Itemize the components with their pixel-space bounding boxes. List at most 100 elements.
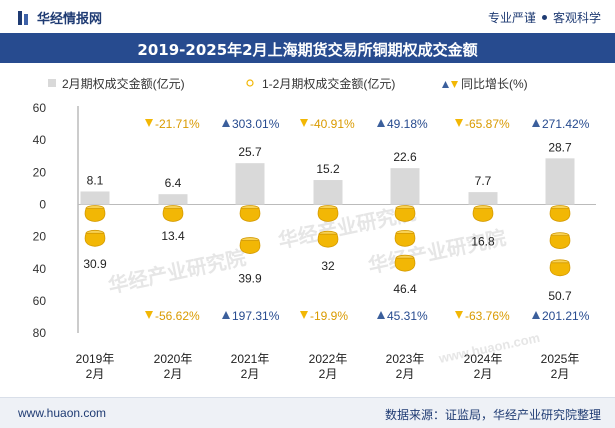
coin-icon-body: [317, 208, 339, 222]
data-label-2m: 7.7: [475, 174, 492, 188]
growth-label-2m: -40.91%: [310, 117, 355, 131]
x-tick-label-line: 2月: [396, 367, 415, 381]
growth-label-2m: -65.87%: [465, 117, 510, 131]
legend-label-1-2m: 1-2月期权成交金额(亿元): [262, 76, 395, 91]
slogan-right: 客观科学: [552, 11, 601, 25]
coin-icon-body: [394, 232, 416, 247]
coin-icon-body: [549, 235, 571, 250]
title-bar: 2019-2025年2月上海期货交易所铜期权成交金额: [0, 33, 615, 63]
growth-up-icon: [532, 119, 540, 127]
x-tick-label-line: 2019年: [76, 352, 115, 366]
x-tick-label-line: 2月: [241, 367, 260, 381]
growth-label-2m: -21.71%: [155, 117, 200, 131]
growth-up-icon: [532, 311, 540, 319]
growth-up-icon: [222, 119, 230, 127]
y-tick-label: 60: [33, 294, 47, 308]
bar-2m: [313, 180, 343, 205]
x-tick-label-line: 2020年: [154, 352, 193, 366]
coin-icon-body: [317, 233, 339, 248]
y-tick-label: 40: [33, 262, 47, 276]
data-label-1-2m: 46.4: [393, 282, 417, 296]
footer-website: www.huaon.com: [18, 406, 107, 420]
growth-down-icon: [300, 119, 308, 127]
legend-down-triangle-icon: [451, 81, 458, 88]
growth-up-icon: [377, 119, 385, 127]
growth-label-1-2m: 201.21%: [542, 309, 590, 323]
growth-label-1-2m: -19.9%: [310, 309, 348, 323]
top-bar: 华经情报网 专业严谨 客观科学: [0, 0, 615, 33]
x-tick-label: 2021年 2月: [231, 352, 270, 381]
x-tick-label-line: 2022年: [309, 352, 348, 366]
x-tick-label: 2023年 2月: [386, 352, 425, 381]
data-label-1-2m: 32: [321, 259, 335, 273]
coin-icon-body: [239, 240, 261, 254]
x-tick-label: 2022年 2月: [309, 352, 348, 381]
x-tick-label-line: 2025年: [541, 352, 580, 366]
data-label-1-2m: 50.7: [548, 289, 572, 303]
growth-down-icon: [455, 311, 463, 319]
x-tick-label-line: 2月: [319, 367, 338, 381]
data-label-2m: 22.6: [393, 150, 417, 164]
coin-icon-body: [394, 208, 416, 222]
x-tick-label-line: 2021年: [231, 352, 270, 366]
growth-up-icon: [222, 311, 230, 319]
x-tick-label-line: 2月: [474, 367, 493, 381]
growth-up-icon: [377, 311, 385, 319]
chart-title: 2019-2025年2月上海期货交易所铜期权成交金额: [137, 41, 478, 59]
bar-2m: [80, 191, 110, 205]
growth-label-1-2m: -63.76%: [465, 309, 510, 323]
growth-label-1-2m: -56.62%: [155, 309, 200, 323]
x-tick-label-line: 2月: [164, 367, 183, 381]
bar-2m: [468, 192, 498, 205]
coin-icon-body: [394, 257, 416, 272]
coin-icon-body: [549, 262, 571, 277]
chart-canvas: 华经产业研究院华经产业研究院华经产业研究院www.huaon.com2月期权成交…: [33, 76, 596, 381]
data-label-2m: 25.7: [238, 145, 262, 159]
watermark-text: 华经产业研究院: [366, 225, 508, 278]
growth-label-2m: 49.18%: [387, 117, 428, 131]
legend-label-2m: 2月期权成交金额(亿元): [62, 76, 185, 91]
coin-icon-body: [162, 208, 184, 222]
bar-2m: [390, 168, 420, 205]
data-label-1-2m: 16.8: [471, 234, 495, 248]
x-tick-label: 2020年 2月: [154, 352, 193, 381]
slogan: 专业严谨 客观科学: [488, 9, 601, 26]
coin-icon-body: [549, 208, 571, 222]
bar-2m: [545, 158, 575, 205]
growth-label-1-2m: 45.31%: [387, 309, 428, 323]
data-label-1-2m: 39.9: [238, 272, 262, 286]
footer-source: 数据来源：证监局，华经产业研究院整理: [384, 408, 601, 422]
x-tick-label: 2025年 2月: [541, 352, 580, 381]
growth-down-icon: [455, 119, 463, 127]
data-label-2m: 6.4: [165, 176, 182, 190]
y-tick-label: 60: [33, 101, 47, 115]
coin-icon-body: [239, 208, 261, 222]
growth-label-1-2m: 197.31%: [232, 309, 280, 323]
x-tick-label: 2024年 2月: [464, 352, 503, 381]
data-label-2m: 8.1: [87, 173, 104, 187]
data-label-1-2m: 13.4: [161, 229, 185, 243]
legend-coin-icon: [246, 79, 254, 87]
x-tick-label-line: 2月: [551, 367, 570, 381]
coin-icon-body: [84, 232, 106, 247]
x-tick-label-line: 2023年: [386, 352, 425, 366]
coin-icon-body: [84, 208, 106, 222]
y-tick-label: 80: [33, 326, 47, 340]
y-tick-label: 40: [33, 133, 47, 147]
watermark-text: 华经产业研究院: [106, 245, 248, 298]
legend-up-triangle-icon: [442, 81, 449, 88]
dot-icon: [541, 15, 547, 20]
growth-label-2m: 271.42%: [542, 117, 590, 131]
x-tick-label-line: 2月: [86, 367, 105, 381]
slogan-left: 专业严谨: [487, 11, 536, 25]
brand-logo-icon: [18, 10, 31, 25]
data-label-1-2m: 30.9: [83, 257, 107, 271]
x-tick-label: 2019年 2月: [76, 352, 115, 381]
growth-down-icon: [300, 311, 308, 319]
x-tick-label-line: 2024年: [464, 352, 503, 366]
growth-down-icon: [145, 311, 153, 319]
growth-label-2m: 303.01%: [232, 117, 280, 131]
growth-down-icon: [145, 119, 153, 127]
brand-name: 华经情报网: [37, 11, 103, 26]
